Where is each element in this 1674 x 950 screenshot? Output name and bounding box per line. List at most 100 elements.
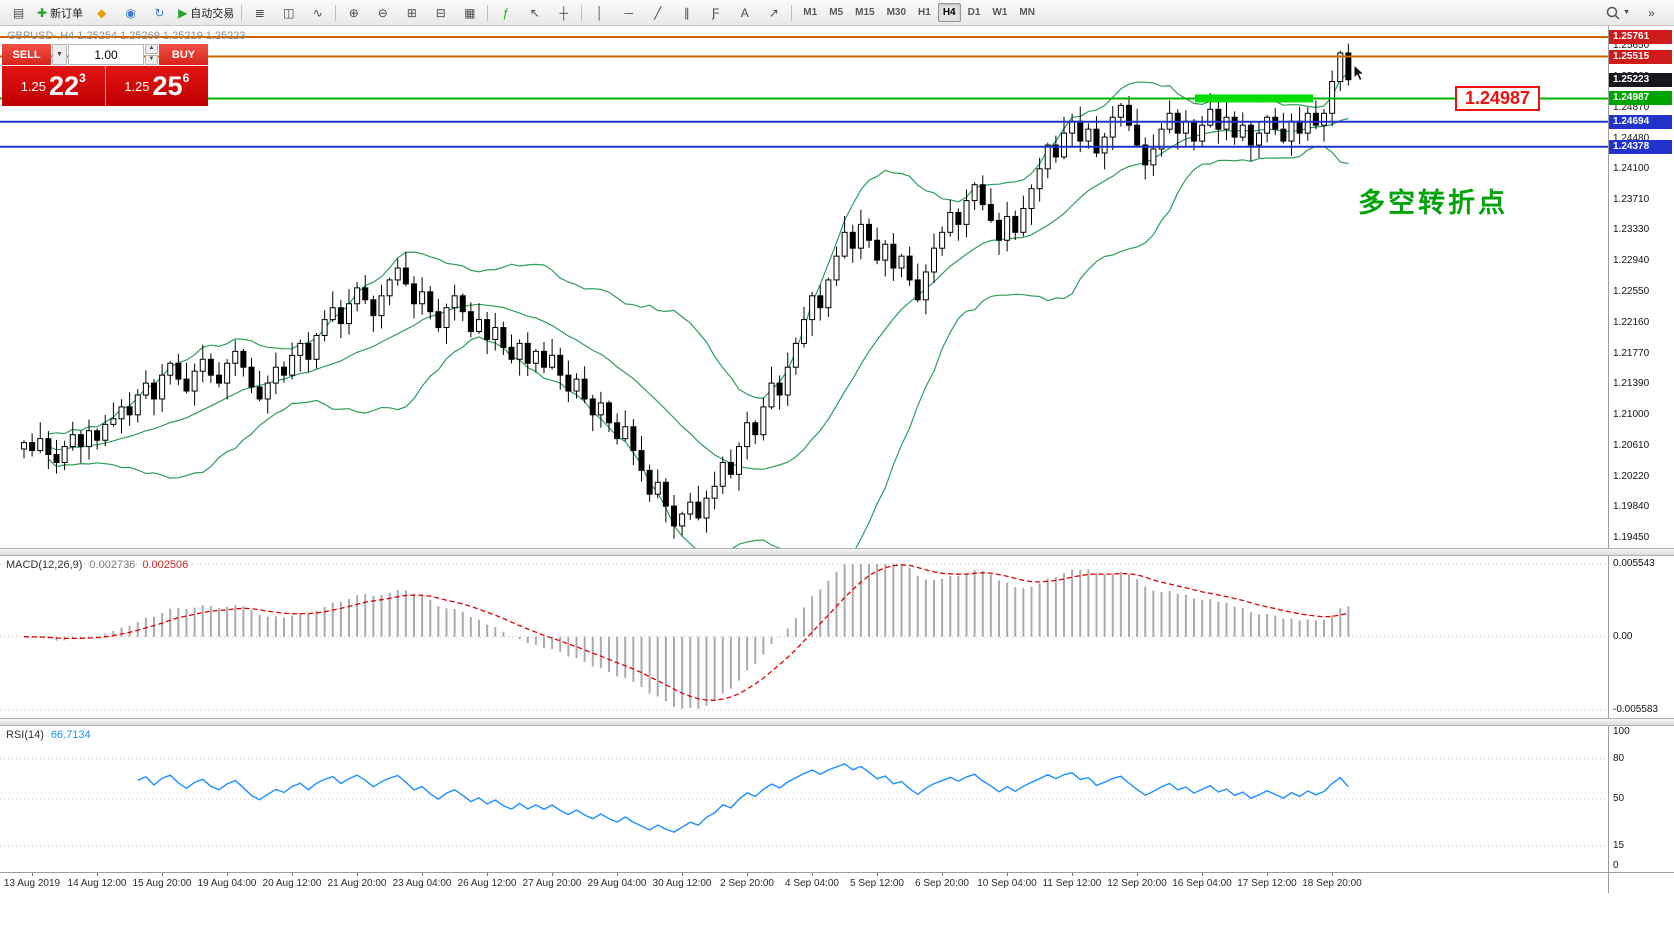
indicators-icon: ƒ bbox=[502, 5, 510, 20]
cursor-tool-button[interactable]: ↖ bbox=[520, 1, 549, 24]
history-center-icon[interactable]: ↻ bbox=[145, 1, 174, 24]
time-axis-label: 12 Sep 20:00 bbox=[1107, 878, 1167, 889]
time-axis-tick bbox=[1137, 873, 1138, 876]
rsi-axis-tick: 15 bbox=[1613, 839, 1625, 851]
macd-panel-splitter[interactable] bbox=[0, 548, 1674, 556]
grid-toggle-button[interactable]: ▦ bbox=[455, 1, 484, 24]
macd-main-value: 0.002736 bbox=[89, 559, 136, 571]
timeframe-m15-button[interactable]: M15 bbox=[855, 7, 875, 18]
time-axis-tick bbox=[1072, 873, 1073, 876]
time-axis-tick bbox=[32, 873, 33, 876]
time-axis-tick bbox=[1007, 873, 1008, 876]
candlestick-chart-icon: ◫ bbox=[283, 5, 295, 20]
chart-annotation-text: 多空转折点 bbox=[1358, 188, 1508, 218]
cursor-tool-icon: ↖ bbox=[529, 5, 540, 20]
rsi-chart[interactable] bbox=[0, 726, 1608, 872]
horizontal-line-tool-icon: ─ bbox=[624, 5, 634, 20]
rsi-axis-tick: 80 bbox=[1613, 752, 1625, 764]
time-axis-tick bbox=[942, 873, 943, 876]
chevron-down-icon: ▼ bbox=[1623, 9, 1630, 16]
time-axis-tick bbox=[1332, 873, 1333, 876]
rsi-axis-tick: 50 bbox=[1613, 793, 1625, 804]
autotrading-button-label: 自动交易 bbox=[190, 7, 235, 20]
macd-chart[interactable] bbox=[0, 556, 1608, 718]
vertical-line-tool-button[interactable]: │ bbox=[585, 1, 614, 24]
new-order-button[interactable]: ✚ 新订单 bbox=[33, 1, 87, 24]
cascade-windows-button[interactable]: ⊟ bbox=[426, 1, 455, 24]
timeframe-m5-button[interactable]: M5 bbox=[829, 7, 844, 18]
text-tool-button[interactable]: A bbox=[730, 1, 759, 24]
price-callout-label: 1.24987 bbox=[1455, 86, 1541, 111]
toolbar-separator bbox=[581, 4, 583, 21]
trade-controls-row: SELL ▼ ▲ ▼ BUY bbox=[2, 44, 208, 65]
channel-tool-button[interactable]: ∥ bbox=[672, 1, 701, 24]
timeframe-h1-button[interactable]: H1 bbox=[918, 7, 931, 18]
zoom-out-button[interactable]: ⊖ bbox=[368, 1, 397, 24]
buy-button[interactable]: BUY bbox=[159, 44, 208, 65]
volume-input[interactable] bbox=[68, 44, 144, 65]
rsi-panel-splitter[interactable] bbox=[0, 718, 1674, 726]
navigator-icon[interactable]: ◆ bbox=[87, 1, 116, 24]
time-axis-label: 18 Sep 20:00 bbox=[1302, 878, 1362, 889]
indicators-button[interactable]: ƒ bbox=[491, 1, 520, 24]
timeframe-m30-button[interactable]: M30 bbox=[886, 7, 907, 18]
price-axis-border bbox=[1608, 26, 1609, 893]
vertical-line-tool-icon: │ bbox=[596, 5, 604, 20]
buy-price-pip: 6 bbox=[182, 71, 190, 85]
trendline-tool-button[interactable]: ╱ bbox=[643, 1, 672, 24]
tile-windows-button[interactable]: ⊞ bbox=[397, 1, 426, 24]
price-level-chip: 1.25515 bbox=[1609, 49, 1672, 64]
sell-price-display[interactable]: 1.25 22 3 bbox=[2, 66, 105, 106]
candlestick-chart-button[interactable]: ◫ bbox=[274, 1, 303, 24]
zoom-in-icon: ⊕ bbox=[348, 5, 359, 20]
bar-chart-button[interactable]: ≣ bbox=[245, 1, 274, 24]
sell-price-pip: 3 bbox=[79, 71, 86, 85]
mouse-cursor bbox=[1353, 63, 1366, 87]
timeframe-mn-button[interactable]: MN bbox=[1019, 7, 1035, 18]
price-axis-tick: 1.23710 bbox=[1613, 193, 1650, 205]
line-chart-button[interactable]: ∿ bbox=[303, 1, 332, 24]
rsi-axis-tick: 0 bbox=[1613, 860, 1619, 871]
macd-axis-tick: 0.00 bbox=[1613, 630, 1633, 642]
trade-prices-row: 1.25 22 3 1.25 25 6 bbox=[2, 66, 208, 106]
time-axis-tick bbox=[162, 873, 163, 876]
line-chart-icon: ∿ bbox=[312, 5, 323, 20]
market-watch-icon[interactable]: ◉ bbox=[116, 1, 145, 24]
time-axis-tick bbox=[812, 873, 813, 876]
charts-window-icon-icon: ▤ bbox=[12, 5, 25, 20]
arrows-tool-icon: ↗ bbox=[768, 5, 779, 20]
arrows-tool-button[interactable]: ↗ bbox=[759, 1, 788, 24]
timeframe-d1-button[interactable]: D1 bbox=[967, 7, 981, 18]
price-chart[interactable] bbox=[0, 26, 1608, 548]
time-axis-label: 13 Aug 2019 bbox=[3, 878, 61, 889]
charts-window-icon[interactable]: ▤ bbox=[4, 1, 33, 24]
zoom-in-button[interactable]: ⊕ bbox=[339, 1, 368, 24]
price-axis-tick: 1.19840 bbox=[1613, 500, 1650, 512]
timeframe-w1-button[interactable]: W1 bbox=[992, 7, 1008, 18]
symbol-search-button[interactable]: ▼ bbox=[1602, 1, 1634, 24]
macd-indicator-label: MACD(12,26,9) 0.002736 0.002506 bbox=[6, 559, 188, 571]
autotrading-button[interactable]: ▶ 自动交易 bbox=[174, 1, 238, 24]
price-axis-tick: 1.24480 bbox=[1613, 132, 1650, 144]
buy-price-display[interactable]: 1.25 25 6 bbox=[104, 66, 208, 106]
sell-button[interactable]: SELL bbox=[2, 44, 51, 65]
text-tool-icon: A bbox=[740, 5, 749, 20]
timeframe-m1-button[interactable]: M1 bbox=[803, 7, 818, 18]
volume-dropdown-icon[interactable]: ▼ bbox=[52, 44, 67, 65]
autotrading-icon: ▶ bbox=[178, 5, 188, 20]
timeframe-h4-button[interactable]: H4 bbox=[937, 3, 961, 22]
volume-up-icon[interactable]: ▲ bbox=[145, 44, 158, 54]
timeframe-group: M1 M5 M15 M30 H1 H4 D1 W1 MN bbox=[797, 3, 1041, 22]
history-center-icon-icon: ↻ bbox=[154, 5, 165, 20]
time-axis-tick bbox=[877, 873, 878, 876]
crosshair-tool-button[interactable]: ┼ bbox=[549, 1, 578, 24]
time-axis-tick bbox=[422, 873, 423, 876]
volume-down-icon[interactable]: ▼ bbox=[145, 55, 158, 65]
toolbar-overflow-button[interactable]: » bbox=[1648, 5, 1655, 20]
time-axis-tick bbox=[97, 873, 98, 876]
price-axis-tick: 1.22550 bbox=[1613, 285, 1650, 297]
time-axis-tick bbox=[1267, 873, 1268, 876]
rsi-indicator-label: RSI(14) 66.7134 bbox=[6, 729, 91, 741]
horizontal-line-tool-button[interactable]: ─ bbox=[614, 1, 643, 24]
fibonacci-tool-button[interactable]: Ƒ bbox=[701, 1, 730, 24]
